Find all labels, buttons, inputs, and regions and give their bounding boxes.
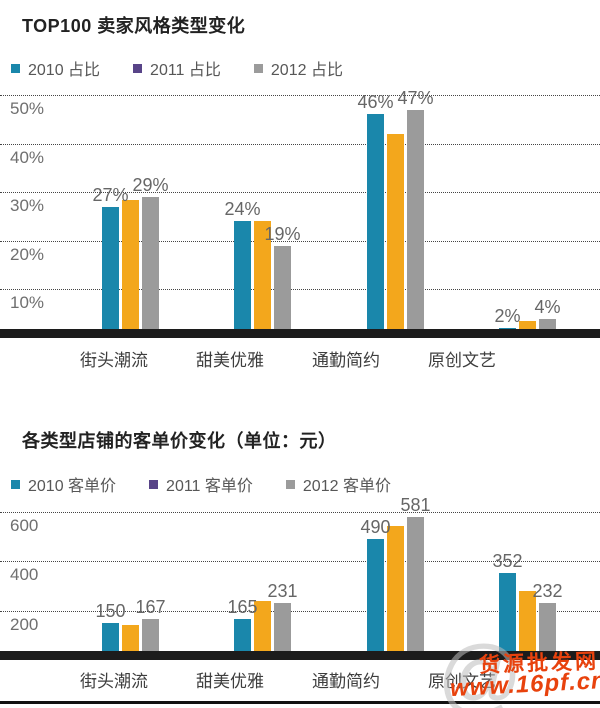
chart1-legend: 2010 占比 2011 占比 2012 占比 [11,56,343,80]
chart1-x-axis-baseline [0,329,600,338]
bar-value-label: 352 [492,551,523,572]
legend-label-2010: 2010 客单价 [28,478,117,495]
bar [387,133,404,338]
bar [102,623,119,660]
bar [367,539,384,660]
gridline [0,512,600,514]
y-axis-tick-label: 30% [10,196,45,216]
x-axis-category-label: 街头潮流 [80,351,148,370]
bar [254,221,271,338]
bar [387,525,404,660]
x-axis-category-label: 通勤简约 [312,351,380,370]
bar [274,603,291,660]
gridline [0,192,600,194]
legend-swatch-2012 [253,63,263,73]
legend-swatch-2010 [11,63,20,73]
x-axis-category-label: 甜美优雅 [196,351,264,370]
bar-value-label: 167 [135,596,166,617]
bar [254,600,271,660]
x-axis-category-label: 原创文艺 [428,351,496,370]
legend-label-2012: 2012 占比 [270,62,343,79]
bar-value-label: 27% [92,184,129,205]
bar [142,618,159,660]
bar [539,602,556,660]
y-axis-tick-label: 20% [10,244,45,264]
y-axis-tick-label: 10% [10,293,45,313]
chart2-title: 各类型店铺的客单价变化（单位：元） [22,431,337,451]
bar-value-label: 19% [264,223,301,244]
legend-swatch-2011 [133,63,143,73]
x-axis-category-label: 甜美优雅 [196,672,264,691]
chart1-plot-area: 50% 40% 30% 20% 10% 27% 29% 24% 19% 46% 47% 2% 4% [0,88,600,338]
bar [519,590,536,660]
legend-item-2012: 2012 占比 [253,56,343,80]
gridline [0,143,600,145]
bar-value-label: 24% [224,199,261,220]
bar [367,114,384,338]
legend-swatch-2010 [11,479,20,489]
gridline [0,610,600,612]
chart2-plot-area: 600 400 200 150 167 165 231 490 581 352 232 [0,494,600,660]
gridline [0,561,600,563]
y-axis-tick-label: 50% [10,99,45,118]
y-axis-tick-label: 200 [10,614,39,634]
bar-value-label: 165 [227,597,258,618]
gridline [0,240,600,242]
legend-item-2011: 2011 客单价 [149,472,253,496]
bar-value-label: 29% [132,175,169,196]
chart2-legend: 2010 客单价 2011 客单价 2012 客单价 [11,472,391,496]
gridline [0,95,600,96]
at-sign-watermark-icon: @ [436,629,522,708]
y-axis-tick-label: 400 [10,565,39,585]
bar-value-label: 47% [397,87,434,108]
x-axis-category-label: 街头潮流 [80,672,148,691]
chart2-x-axis-baseline [0,651,600,660]
bar [102,206,119,338]
bar [407,516,424,660]
bar [274,245,291,338]
bottom-border-rule [0,701,600,704]
bar [407,109,424,338]
legend-item-2011: 2011 占比 [133,56,221,80]
legend-label-2010: 2010 占比 [28,62,101,79]
bar-value-label: 46% [357,92,394,113]
bar-value-label: 231 [267,581,298,602]
bar [499,573,516,660]
bar-value-label: 2% [494,306,521,327]
legend-label-2011: 2011 占比 [150,62,221,79]
y-axis-tick-label: 600 [10,516,39,536]
bar-value-label: 4% [534,296,561,317]
bar [142,197,159,338]
legend-swatch-2012 [285,479,295,489]
bar-value-label: 232 [532,580,563,601]
legend-item-2010: 2010 客单价 [11,472,116,496]
bar-value-label: 150 [95,601,126,622]
legend-label-2012: 2012 客单价 [302,478,391,495]
legend-item-2012: 2012 客单价 [285,472,391,496]
legend-item-2010: 2010 占比 [11,56,100,80]
x-axis-category-label: 通勤简约 [312,672,380,691]
gridline [0,289,600,291]
bar-value-label: 581 [400,494,431,515]
bar [234,619,251,660]
legend-label-2011: 2011 客单价 [166,478,253,495]
y-axis-tick-label: 40% [10,147,45,167]
bar [234,221,251,338]
bar [122,199,139,338]
legend-swatch-2011 [149,479,159,489]
bar-value-label: 490 [360,517,391,538]
x-axis-category-label: 原创文艺 [428,672,496,691]
chart1-title: TOP100 卖家风格类型变化 [22,16,246,36]
